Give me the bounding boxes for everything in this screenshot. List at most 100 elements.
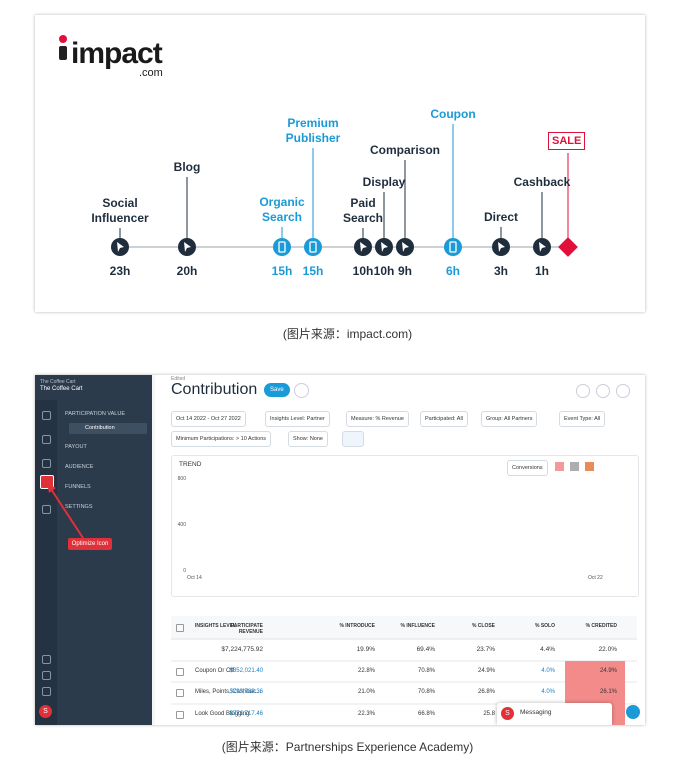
rail-icon bbox=[42, 671, 51, 680]
table-cell: 22.3% bbox=[357, 711, 375, 717]
touchpoint-time: 23h bbox=[109, 264, 131, 278]
phone-icon bbox=[449, 241, 457, 253]
total-cell: 19.9% bbox=[356, 646, 375, 653]
account: The Coffee Cart bbox=[40, 379, 76, 385]
column-header: % CLOSE bbox=[471, 623, 495, 629]
metric-dropdown: Conversions bbox=[507, 460, 548, 476]
checkbox bbox=[176, 624, 184, 632]
menu-item: AUDIENCE bbox=[65, 464, 94, 470]
header-icon bbox=[576, 384, 590, 398]
touchpoint-label: Organic Search bbox=[259, 195, 305, 224]
filter-dropdown: Minimum Participations: > 10 Actions bbox=[171, 431, 272, 447]
chart-type-icon bbox=[570, 462, 579, 471]
rail-icon bbox=[42, 411, 51, 420]
touchpoint-time: 3h bbox=[493, 264, 508, 278]
checkbox bbox=[176, 689, 184, 697]
save-button: Save bbox=[264, 383, 290, 397]
status: Edited bbox=[171, 376, 186, 382]
rail-icon bbox=[42, 435, 51, 444]
touchpoint-label: Social Influencer bbox=[91, 196, 149, 225]
caption: (图片来源：Partnerships Experience Academy) bbox=[221, 740, 474, 754]
sale-diamond bbox=[558, 237, 578, 257]
table-cell: 4.0% bbox=[541, 689, 555, 695]
table-cell: 25.8 bbox=[483, 711, 495, 717]
filter-dropdown: Oct 14 2022 - Oct 27 2022 bbox=[171, 411, 246, 427]
touchpoint-label: Premium Publisher bbox=[285, 116, 341, 145]
avatar: S bbox=[39, 705, 52, 718]
total-cell: 69.4% bbox=[416, 646, 435, 653]
touchpoint-node bbox=[444, 238, 462, 256]
chart-type-icon bbox=[555, 462, 564, 471]
total-cell: $7,224,775.92 bbox=[221, 646, 263, 653]
checkbox bbox=[176, 711, 184, 719]
table-cell: 24.9% bbox=[599, 668, 617, 674]
checkbox bbox=[176, 668, 184, 676]
rail-icon bbox=[42, 655, 51, 664]
touchpoint-time: 15h bbox=[302, 264, 324, 278]
sale-label: SALE bbox=[548, 132, 586, 150]
rail-icon bbox=[42, 687, 51, 696]
table-cell: 70.8% bbox=[417, 668, 435, 674]
touchpoint-label: Comparison bbox=[369, 143, 440, 157]
filter-dropdown: Show: None bbox=[288, 431, 328, 447]
touchpoint-time: 15h bbox=[271, 264, 293, 278]
column-header: % SOLO bbox=[534, 623, 555, 629]
impact-figure: impact .com Social Influencer 23h Blog 20h O… bbox=[35, 15, 645, 312]
menu-item: PAYOUT bbox=[65, 444, 87, 450]
table-cell: 21.0% bbox=[357, 689, 375, 695]
search-button bbox=[342, 431, 364, 447]
touchpoint-label: Coupon bbox=[430, 107, 476, 121]
messaging-popup bbox=[497, 703, 612, 725]
touchpoint-node bbox=[304, 238, 322, 256]
close-button bbox=[294, 383, 309, 398]
phone-icon bbox=[278, 241, 286, 253]
filter-dropdown: Insights Level: Partner bbox=[265, 411, 330, 427]
touchpoint-label: Paid Search bbox=[342, 196, 384, 225]
help-button bbox=[626, 705, 640, 719]
touchpoint-time: 10h bbox=[373, 264, 395, 278]
rail-icon bbox=[42, 459, 51, 468]
messaging-avatar: S bbox=[501, 707, 514, 720]
menu-item: PARTICIPATION VALUE bbox=[65, 411, 126, 417]
logo-i bbox=[59, 46, 67, 60]
app-screenshot: The Coffee Cart The Coffee Cart PARTICIPAT… bbox=[35, 375, 645, 725]
touchpoint-label: Cashback bbox=[513, 175, 571, 189]
rail-icon bbox=[42, 505, 51, 514]
filter-dropdown: Event Type: All bbox=[559, 411, 606, 427]
header-icon bbox=[596, 384, 610, 398]
touchpoint-time: 9h bbox=[397, 264, 412, 278]
cursor-icon bbox=[360, 242, 367, 252]
total-cell: 22.0% bbox=[598, 646, 617, 653]
x-tick-label: Oct 22 bbox=[588, 575, 603, 581]
table-cell: $793,789.36 bbox=[229, 689, 263, 695]
cursor-icon bbox=[381, 242, 388, 252]
menu-item: FUNNELS bbox=[65, 484, 91, 490]
logo-dot bbox=[59, 35, 67, 43]
messaging-label: Messaging bbox=[520, 709, 552, 716]
y-tick-label: 400 bbox=[177, 522, 186, 528]
logo-suffix: .com bbox=[139, 67, 163, 79]
table-cell: Coupon Or Off bbox=[195, 668, 234, 674]
touchpoint-label: Direct bbox=[483, 210, 518, 224]
phone-icon bbox=[309, 241, 317, 253]
table-cell: 22.8% bbox=[357, 668, 375, 674]
table-cell: 4.0% bbox=[541, 668, 555, 674]
filter-dropdown: Measure: % Revenue bbox=[346, 411, 409, 427]
table-cell: 26.1% bbox=[599, 689, 617, 695]
header-icon bbox=[616, 384, 630, 398]
filter-dropdown: Group: All Partners bbox=[481, 411, 538, 427]
table-cell: Look Good Blogging bbox=[195, 711, 250, 717]
cursor-icon bbox=[184, 242, 191, 252]
logo: impact bbox=[71, 37, 163, 70]
touchpoint-time: 10h bbox=[352, 264, 374, 278]
cursor-icon bbox=[117, 242, 124, 252]
cursor-icon bbox=[498, 242, 505, 252]
table-cell: $771,717.46 bbox=[229, 711, 263, 717]
account-sub: The Coffee Cart bbox=[40, 386, 83, 392]
table-cell: 24.9% bbox=[477, 668, 495, 674]
column-header: % CREDITED bbox=[585, 623, 617, 629]
table-cell: 66.8% bbox=[417, 711, 435, 717]
chart-type-icon bbox=[585, 462, 594, 471]
annotation: Optimize Icon bbox=[68, 538, 112, 550]
